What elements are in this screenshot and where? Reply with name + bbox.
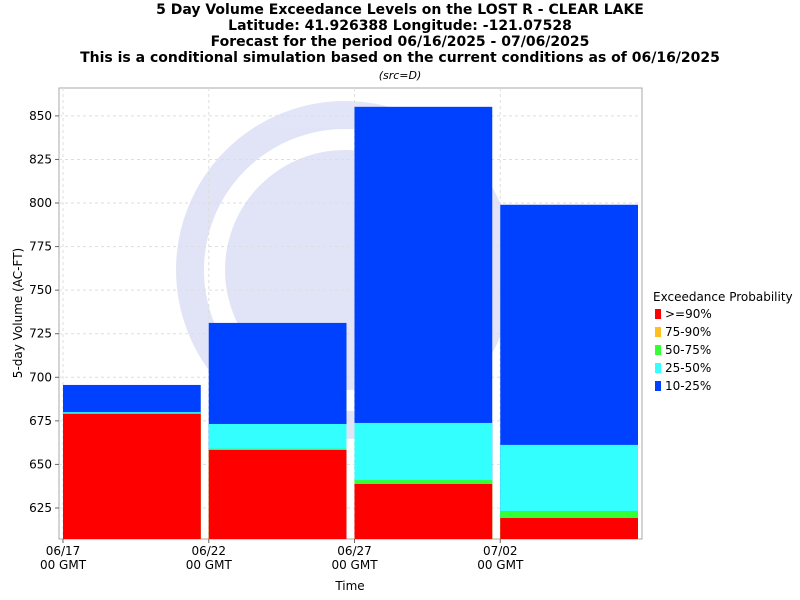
subtitle: (src=D) (379, 69, 422, 82)
legend-swatch (655, 309, 661, 319)
y-tick-label: 800 (29, 196, 52, 210)
legend-swatch (655, 363, 661, 373)
legend-title: Exceedance Probability (653, 290, 793, 304)
y-tick-label: 825 (29, 152, 52, 166)
chart-title: This is a conditional simulation based o… (80, 50, 720, 66)
chart-title: Latitude: 41.926388 Longitude: -121.0752… (228, 18, 572, 34)
x-tick-label: 07/02 00 GMT (477, 544, 524, 572)
chart-title: Forecast for the period 06/16/2025 - 07/… (211, 34, 590, 50)
bar (63, 413, 201, 539)
x-tick-label: 06/27 00 GMT (331, 544, 378, 572)
y-tick-label: 725 (29, 327, 52, 341)
y-tick-label: 700 (29, 370, 52, 384)
y-tick-label: 675 (29, 414, 52, 428)
chart-title: 5 Day Volume Exceedance Levels on the LO… (156, 2, 644, 18)
x-axis-label: Time (334, 579, 364, 593)
x-tick-label: 06/22 00 GMT (186, 544, 233, 572)
legend-label: 75-90% (665, 325, 711, 339)
legend-label: >=90% (665, 307, 712, 321)
y-tick-label: 625 (29, 501, 52, 515)
bar (500, 517, 638, 539)
legend-swatch (655, 381, 661, 391)
bar (208, 449, 347, 539)
y-tick-label: 850 (29, 109, 52, 123)
y-axis-label: 5-day Volume (AC-FT) (11, 248, 25, 378)
legend-swatch (655, 345, 661, 355)
y-tick-label: 750 (29, 283, 52, 297)
legend-swatch (655, 327, 661, 337)
y-tick-label: 650 (29, 457, 52, 471)
legend-label: 50-75% (665, 343, 711, 357)
x-tick-label: 06/17 00 GMT (40, 544, 87, 572)
legend-label: 10-25% (665, 379, 711, 393)
plot-area (58, 87, 643, 540)
bar (354, 483, 493, 539)
y-tick-label: 775 (29, 240, 52, 254)
legend-label: 25-50% (665, 361, 711, 375)
